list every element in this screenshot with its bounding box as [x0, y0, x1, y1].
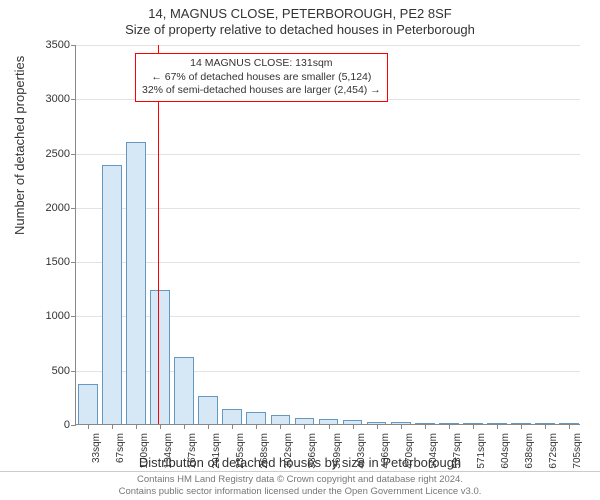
x-tick [521, 424, 522, 429]
footer: Contains HM Land Registry data © Crown c… [0, 471, 600, 498]
y-tick-label: 3500 [46, 39, 70, 51]
y-tick-label: 3000 [46, 93, 70, 105]
y-axis-title: Number of detached properties [12, 56, 27, 235]
bar [271, 415, 291, 424]
bar [150, 290, 170, 424]
grid-line [76, 154, 580, 155]
y-tick-label: 0 [64, 419, 70, 431]
x-tick [497, 424, 498, 429]
grid-line [76, 45, 580, 46]
bar [174, 357, 194, 424]
annotation-box: 14 MAGNUS CLOSE: 131sqm ← 67% of detache… [135, 53, 388, 102]
chart-container: 14, MAGNUS CLOSE, PETERBOROUGH, PE2 8SF … [0, 0, 600, 500]
x-tick [329, 424, 330, 429]
x-tick [545, 424, 546, 429]
bar [126, 142, 146, 424]
bar [198, 396, 218, 424]
x-tick [569, 424, 570, 429]
y-tick [71, 316, 76, 317]
x-tick [449, 424, 450, 429]
y-tick-label: 2500 [46, 148, 70, 160]
x-tick [425, 424, 426, 429]
annotation-line2: ← 67% of detached houses are smaller (5,… [142, 71, 381, 85]
bar [246, 412, 266, 424]
y-tick [71, 154, 76, 155]
x-tick [136, 424, 137, 429]
x-tick [112, 424, 113, 429]
y-tick [71, 371, 76, 372]
bar [222, 409, 242, 424]
y-tick [71, 262, 76, 263]
footer-line1: Contains HM Land Registry data © Crown c… [0, 474, 600, 486]
x-tick [353, 424, 354, 429]
annotation-line3: 32% of semi-detached houses are larger (… [142, 84, 381, 98]
y-tick [71, 99, 76, 100]
y-tick [71, 425, 76, 426]
y-tick-label: 2000 [46, 202, 70, 214]
x-tick [256, 424, 257, 429]
y-tick-label: 1000 [46, 310, 70, 322]
x-tick [304, 424, 305, 429]
bar [102, 165, 122, 424]
x-tick [232, 424, 233, 429]
x-axis-title: Distribution of detached houses by size … [0, 455, 600, 470]
x-tick [473, 424, 474, 429]
y-tick [71, 45, 76, 46]
x-tick [208, 424, 209, 429]
x-tick [160, 424, 161, 429]
y-tick [71, 208, 76, 209]
y-tick-label: 500 [52, 365, 70, 377]
x-tick [377, 424, 378, 429]
x-tick [401, 424, 402, 429]
grid-line [76, 208, 580, 209]
chart-title-line1: 14, MAGNUS CLOSE, PETERBOROUGH, PE2 8SF [0, 6, 600, 21]
bar [78, 384, 98, 424]
chart-title-line2: Size of property relative to detached ho… [0, 22, 600, 37]
annotation-line1: 14 MAGNUS CLOSE: 131sqm [142, 57, 381, 71]
x-tick [88, 424, 89, 429]
y-tick-label: 1500 [46, 256, 70, 268]
grid-line [76, 262, 580, 263]
footer-line2: Contains public sector information licen… [0, 486, 600, 498]
plot-area [75, 45, 580, 425]
x-tick [184, 424, 185, 429]
x-tick [280, 424, 281, 429]
